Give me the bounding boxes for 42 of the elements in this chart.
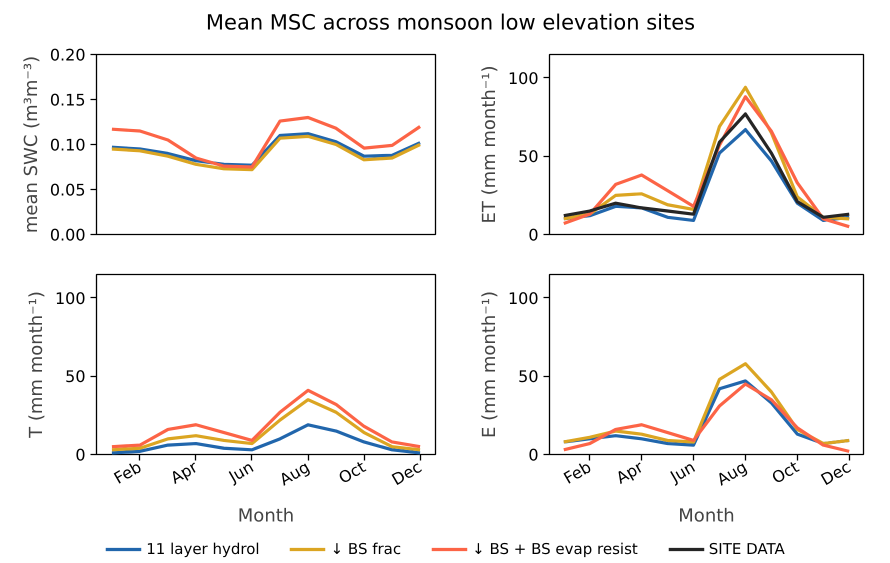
y-tick-label: 0 <box>75 446 86 464</box>
y-tick-label: 0.20 <box>50 46 86 64</box>
line-series <box>110 116 422 169</box>
y-axis-title: mean SWC (m³m⁻³) <box>20 56 42 234</box>
legend-label: ↓ BS frac <box>330 540 402 558</box>
line-series <box>110 423 422 454</box>
x-tick-label: Apr <box>167 457 202 488</box>
chart-title: Mean MSC across monsoon low elevation sites <box>206 10 696 34</box>
x-tick-label: Dec <box>818 457 854 490</box>
x-tick-label: Oct <box>335 457 369 488</box>
y-tick-label: 0.15 <box>50 90 86 110</box>
x-tick-label: Jun <box>666 457 698 487</box>
line-series <box>562 112 851 219</box>
x-tick-label: Apr <box>612 457 647 488</box>
y-tick-label: 50 <box>65 367 86 386</box>
y-tick-label: 100 <box>508 68 539 88</box>
legend-label: ↓ BS + BS evap resist <box>472 540 638 558</box>
y-tick-label: 100 <box>508 288 539 308</box>
y-axis-title: E (mm month⁻¹) <box>478 290 500 438</box>
y-tick-label: 50 <box>518 147 538 166</box>
y-axis-title: T (mm month⁻¹) <box>26 291 47 439</box>
y-axis-title: ET (mm month⁻¹) <box>478 65 500 224</box>
line-series <box>110 398 422 452</box>
y-tick-label: 0 <box>528 226 539 244</box>
y-tick-label: 0 <box>528 446 539 464</box>
y-tick-label: 0.00 <box>50 226 86 244</box>
legend-label: 11 layer hydrol <box>146 540 260 558</box>
y-tick-label: 0.10 <box>50 136 86 154</box>
x-tick-label: Jun <box>224 457 257 487</box>
x-tick-label: Feb <box>110 457 145 488</box>
x-axis-title: Month <box>238 506 294 527</box>
x-tick-label: Dec <box>388 457 425 490</box>
line-series <box>110 388 422 448</box>
y-tick-label: 0.05 <box>50 180 86 200</box>
y-tick-label: 50 <box>518 367 538 386</box>
x-axis-title: Month <box>678 506 735 527</box>
y-tick-label: 100 <box>54 288 86 308</box>
legend-label: SITE DATA <box>708 540 785 558</box>
x-tick-label: Aug <box>276 457 313 490</box>
x-tick-label: Aug <box>714 457 750 490</box>
x-tick-label: Oct <box>768 457 802 488</box>
x-tick-label: Feb <box>560 457 594 488</box>
